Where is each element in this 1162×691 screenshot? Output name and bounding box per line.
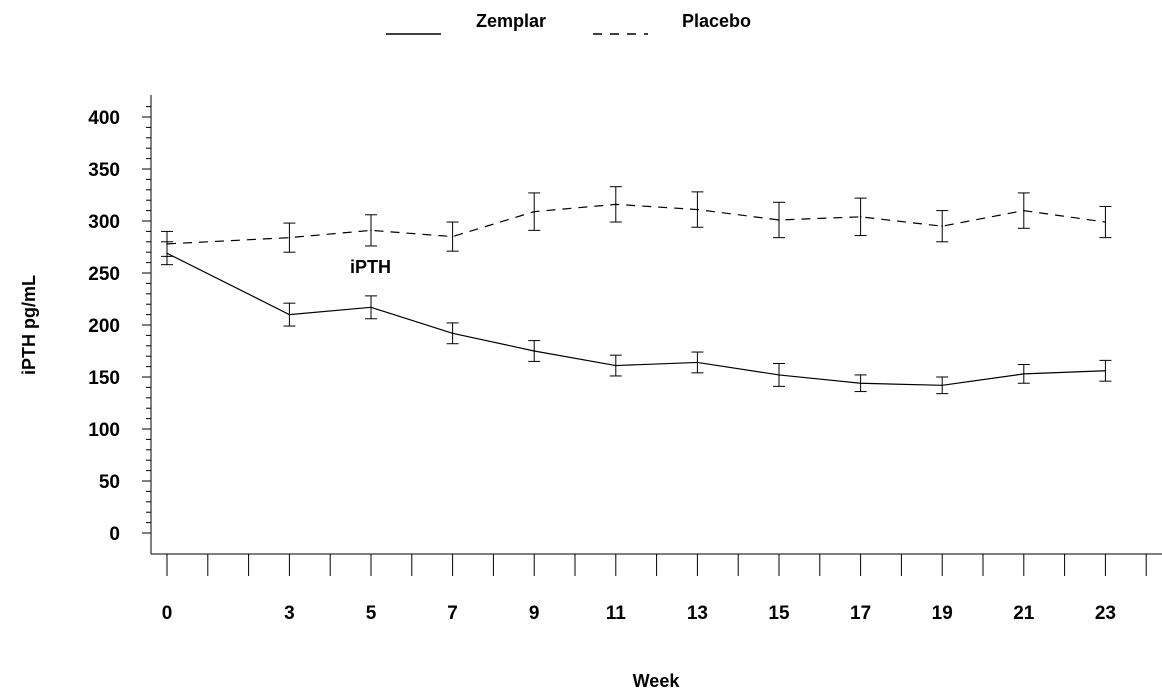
data-point-placebo-week-23	[1104, 221, 1107, 223]
error-bar-zemplar-week-23	[1099, 359, 1112, 382]
error-bar-zemplar-week-13	[691, 351, 704, 374]
y-tick-label-100: 100	[88, 420, 120, 441]
series-line-zemplar	[166, 252, 1106, 386]
series-zemplar	[161, 241, 1112, 395]
legend-placebo-label: Placebo	[682, 11, 751, 31]
data-point-zemplar-week-21	[1023, 373, 1025, 375]
y-tick-label-200: 200	[88, 316, 120, 337]
error-bar-placebo-week-23	[1099, 205, 1112, 239]
error-bar-zemplar-week-11	[609, 354, 622, 377]
error-bar-zemplar-week-15	[773, 362, 785, 387]
data-point-zemplar-week-15	[778, 374, 780, 376]
data-point-zemplar-week-9	[533, 350, 535, 352]
data-point-placebo-week-3	[288, 236, 291, 239]
data-point-placebo-week-21	[1023, 209, 1025, 212]
error-bar-zemplar-week-19	[936, 376, 949, 395]
error-bar-zemplar-week-3	[283, 302, 296, 327]
error-bar-zemplar-week-17	[854, 374, 867, 393]
y-tick-label-400: 400	[88, 108, 120, 129]
data-point-zemplar-week-17	[859, 382, 862, 385]
error-bar-placebo-week-3	[283, 222, 296, 253]
error-bar-placebo-week-19	[936, 210, 949, 243]
data-point-placebo-week-9	[533, 210, 535, 213]
error-bar-placebo-week-11	[609, 186, 622, 223]
data-point-zemplar-week-3	[288, 313, 291, 316]
legend: Zemplar Placebo	[386, 11, 751, 35]
error-bar-placebo-week-15	[773, 201, 785, 239]
y-tick-label-250: 250	[88, 264, 120, 285]
y-axis-label: iPTH pg/mL	[19, 275, 39, 375]
error-bar-zemplar-week-21	[1017, 364, 1030, 384]
x-tick-label-9: 9	[529, 603, 540, 624]
data-point-placebo-week-0	[166, 243, 168, 245]
x-axis-tick-labels: 0 3 5 7 9 11 13 15 17 19 21 23	[162, 603, 1116, 624]
data-point-placebo-week-11	[615, 203, 617, 206]
x-tick-label-13: 13	[687, 603, 708, 624]
series-layer	[161, 186, 1112, 395]
data-point-placebo-week-7	[451, 235, 454, 238]
data-point-placebo-week-5	[370, 229, 372, 232]
y-axis-tick-labels: 0 50 100 150 200 250 300 350 400	[88, 108, 120, 545]
data-point-zemplar-week-19	[941, 384, 943, 387]
legend-zemplar-label: Zemplar	[476, 11, 546, 31]
x-tick-label-5: 5	[366, 603, 377, 624]
y-tick-label-300: 300	[88, 212, 120, 233]
y-tick-label-50: 50	[99, 472, 120, 493]
data-point-zemplar-week-5	[370, 306, 372, 309]
data-point-zemplar-week-7	[451, 332, 454, 335]
data-point-placebo-week-19	[941, 225, 943, 227]
x-tick-label-15: 15	[768, 603, 790, 624]
x-tick-label-3: 3	[284, 603, 295, 624]
x-axis-ticks	[166, 554, 1147, 576]
error-bar-placebo-week-0	[161, 230, 173, 257]
data-point-zemplar-week-23	[1104, 369, 1107, 372]
data-point-zemplar-week-13	[696, 361, 699, 364]
axes: 0 50 100 150 200 250 300 350 400 0 3 5 7 9 11 13 15 17 19…	[88, 95, 1162, 624]
error-bar-placebo-week-7	[446, 221, 459, 252]
x-tick-label-17: 17	[850, 603, 871, 624]
x-tick-label-21: 21	[1013, 603, 1035, 624]
x-tick-label-19: 19	[932, 603, 953, 624]
series-placebo	[161, 186, 1112, 257]
data-point-placebo-week-15	[778, 219, 780, 221]
x-tick-label-7: 7	[447, 603, 458, 624]
data-point-zemplar-week-11	[615, 364, 617, 367]
error-bar-placebo-week-5	[365, 214, 377, 247]
y-tick-label-150: 150	[88, 368, 120, 389]
y-tick-label-0: 0	[109, 524, 120, 545]
x-tick-label-23: 23	[1095, 603, 1116, 624]
y-tick-label-350: 350	[88, 160, 120, 181]
error-bar-placebo-week-9	[528, 192, 541, 231]
error-bar-zemplar-week-7	[446, 322, 459, 345]
error-bar-placebo-week-13	[691, 191, 704, 228]
series-line-placebo	[166, 203, 1106, 245]
error-bar-placebo-week-17	[854, 197, 867, 237]
x-tick-label-0: 0	[162, 603, 173, 624]
error-bar-zemplar-week-5	[365, 295, 377, 320]
error-bar-placebo-week-21	[1017, 192, 1030, 229]
y-axis-ticks	[142, 106, 151, 534]
x-tick-label-11: 11	[606, 603, 627, 624]
error-bar-zemplar-week-9	[528, 340, 541, 362]
annotation-iPTH: iPTH	[350, 257, 391, 277]
data-point-placebo-week-17	[859, 216, 862, 218]
x-axis-label: Week	[633, 671, 681, 691]
data-point-placebo-week-13	[696, 208, 699, 211]
